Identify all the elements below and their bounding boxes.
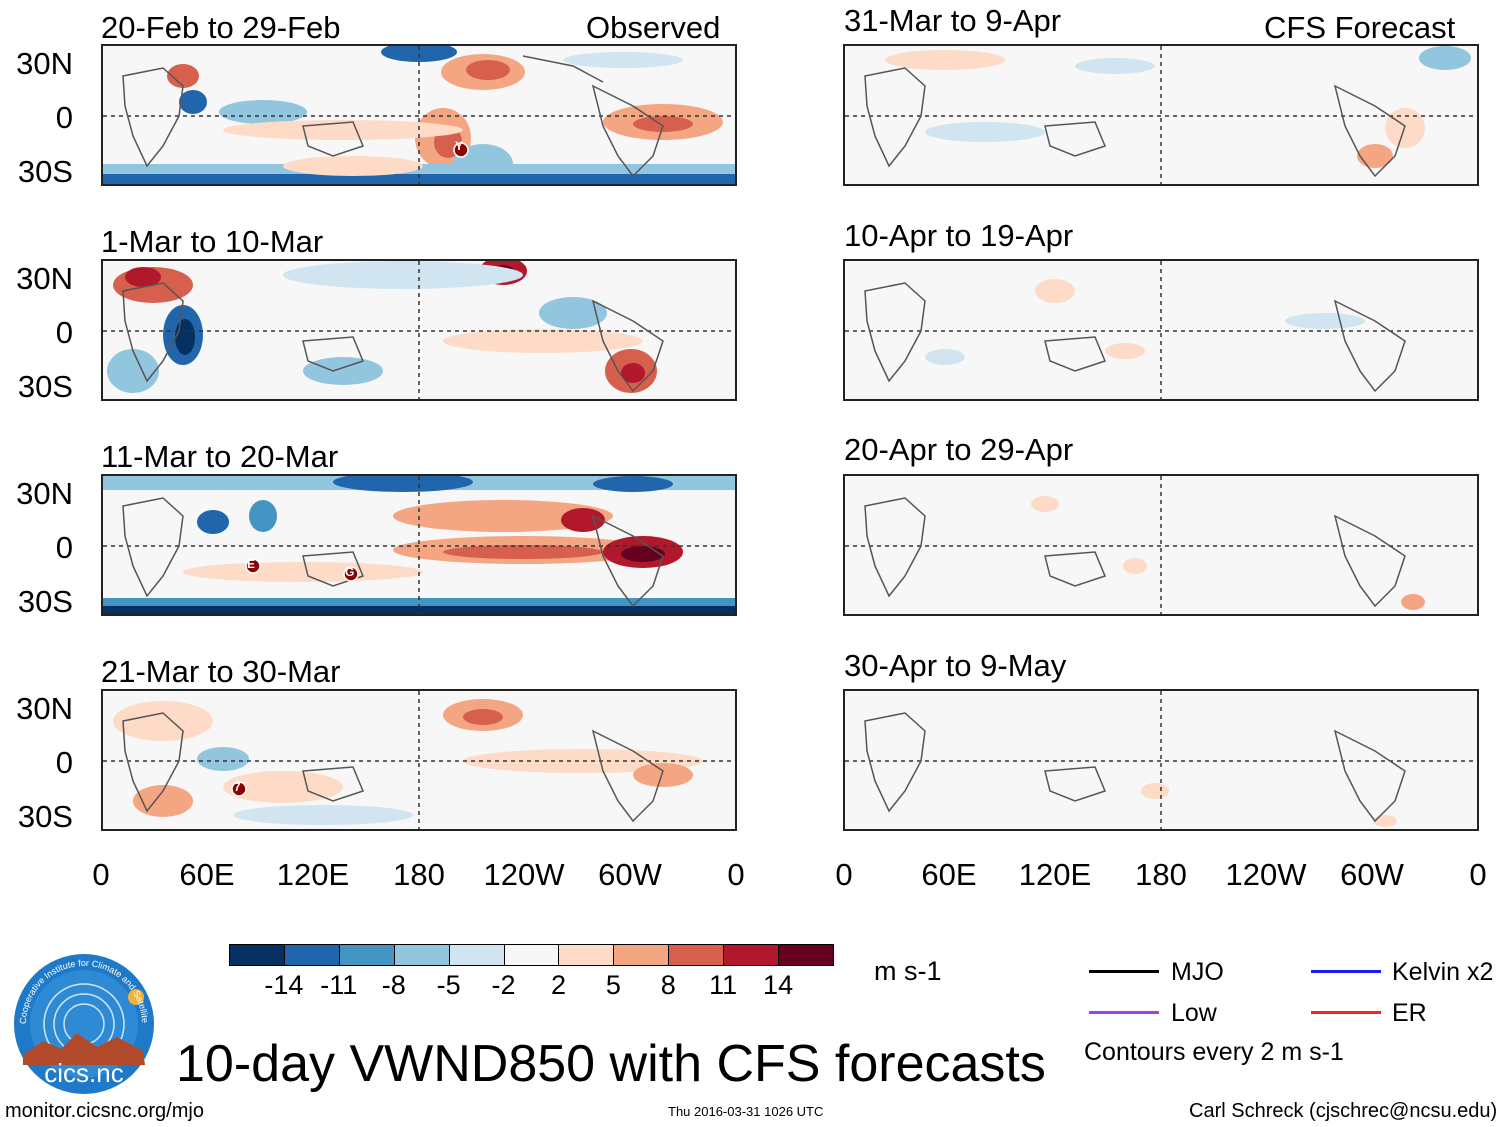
colorbar-tick-label: -14 bbox=[264, 970, 304, 1000]
colorbar-tick-label: -11 bbox=[320, 970, 358, 1000]
footer-timestamp: Thu 2016-03-31 1026 UTC bbox=[668, 1104, 824, 1119]
contour-note: Contours every 2 m s-1 bbox=[1084, 1038, 1344, 1066]
lat-label-30s: 30S bbox=[17, 799, 73, 834]
logo-text: cics.nc bbox=[44, 1058, 123, 1088]
forecast-map-2 bbox=[843, 259, 1479, 401]
lon-label-60e: 60E bbox=[921, 857, 977, 892]
colorbar-swatch bbox=[448, 944, 505, 966]
lon-label-180: 180 bbox=[393, 857, 445, 892]
observed-column-label: Observed bbox=[586, 10, 721, 45]
lat-label-30n: 30N bbox=[16, 46, 73, 81]
forecast-panel-1-title: 31-Mar to 9-Apr bbox=[844, 3, 1062, 38]
observed-map-1 bbox=[101, 44, 737, 186]
main-title: 10-day VWND850 with CFS forecasts bbox=[176, 1035, 1046, 1093]
lon-label-60w: 60W bbox=[1340, 857, 1404, 892]
forecast-panel-3-title: 20-Apr to 29-Apr bbox=[844, 432, 1074, 467]
forecast-map-1 bbox=[843, 44, 1479, 186]
legend-kelvin-label: Kelvin x2 bbox=[1392, 958, 1494, 986]
colorbar-tick-label: 5 bbox=[605, 970, 621, 1000]
legend-low-label: Low bbox=[1171, 999, 1217, 1027]
lat-label-eq: 0 bbox=[55, 100, 73, 135]
footer-author: Carl Schreck (cjschrec@ncsu.edu) bbox=[1189, 1100, 1498, 1122]
lat-label-eq: 0 bbox=[55, 315, 73, 350]
colorbar-tick-label: -5 bbox=[436, 970, 461, 1000]
forecast-map-4 bbox=[843, 689, 1479, 831]
colorbar-tick-label: -8 bbox=[381, 970, 406, 1000]
observed-map-3 bbox=[101, 474, 737, 616]
colorbar-swatch bbox=[778, 944, 834, 966]
legend-er-line bbox=[1311, 1011, 1381, 1014]
legend-er-label: ER bbox=[1392, 999, 1427, 1027]
forecast-panel-4-title: 30-Apr to 9-May bbox=[844, 648, 1067, 683]
colorbar-tick-label: -2 bbox=[491, 970, 516, 1000]
lat-label-30s: 30S bbox=[17, 154, 73, 189]
colorbar-tick-label: 14 bbox=[763, 970, 794, 1000]
colorbar-swatch bbox=[668, 944, 725, 966]
forecast-column-label: CFS Forecast bbox=[1264, 10, 1456, 45]
forecast-panel-2-title: 10-Apr to 19-Apr bbox=[844, 218, 1074, 253]
lon-label-120e: 120E bbox=[276, 857, 350, 892]
colorbar-tick-label: 2 bbox=[550, 970, 566, 1000]
colorbar-swatch bbox=[558, 944, 615, 966]
lon-label-0: 0 bbox=[835, 857, 853, 892]
observed-map-4 bbox=[101, 689, 737, 831]
lon-label-120w: 120W bbox=[1225, 857, 1307, 892]
lat-label-eq: 0 bbox=[55, 745, 73, 780]
colorbar-tick-label: 11 bbox=[709, 970, 738, 1000]
observed-panel-1-title: 20-Feb to 29-Feb bbox=[101, 10, 341, 45]
colorbar-swatch bbox=[338, 944, 395, 966]
lon-label-0-end: 0 bbox=[727, 857, 745, 892]
observed-panel-2-title: 1-Mar to 10-Mar bbox=[101, 224, 324, 259]
lon-label-0-end: 0 bbox=[1469, 857, 1487, 892]
colorbar-swatch bbox=[503, 944, 560, 966]
lon-label-0: 0 bbox=[92, 857, 110, 892]
legend-mjo-line bbox=[1089, 970, 1159, 973]
lon-label-180: 180 bbox=[1135, 857, 1187, 892]
legend-low-line bbox=[1089, 1011, 1159, 1014]
colorbar-tick-label: 8 bbox=[660, 970, 676, 1000]
lat-label-30n: 30N bbox=[16, 691, 73, 726]
lat-label-30n: 30N bbox=[16, 261, 73, 296]
lon-label-120w: 120W bbox=[483, 857, 565, 892]
observed-panel-3-marker-e: E bbox=[247, 557, 256, 571]
forecast-map-3 bbox=[843, 474, 1479, 616]
observed-panel-4-title: 21-Mar to 30-Mar bbox=[101, 654, 341, 689]
legend-mjo-label: MJO bbox=[1171, 958, 1224, 986]
lat-label-30s: 30S bbox=[17, 584, 73, 619]
colorbar-swatch bbox=[393, 944, 450, 966]
colorbar-units: m s-1 bbox=[874, 956, 942, 986]
observed-map-2 bbox=[101, 259, 737, 401]
lon-label-120e: 120E bbox=[1018, 857, 1092, 892]
lat-label-eq: 0 bbox=[55, 530, 73, 565]
colorbar-swatch bbox=[283, 944, 340, 966]
colorbar-swatch bbox=[613, 944, 670, 966]
legend-kelvin-line bbox=[1311, 970, 1381, 973]
observed-panel-3-title: 11-Mar to 20-Mar bbox=[101, 439, 339, 474]
lat-label-30n: 30N bbox=[16, 476, 73, 511]
lon-label-60e: 60E bbox=[179, 857, 235, 892]
observed-panel-4-marker: 7 bbox=[234, 780, 241, 794]
lat-label-30s: 30S bbox=[17, 369, 73, 404]
lon-label-60w: 60W bbox=[598, 857, 662, 892]
footer-url[interactable]: monitor.cicsnc.org/mjo bbox=[5, 1100, 204, 1122]
observed-panel-3-marker-g: G bbox=[345, 565, 355, 579]
cics-logo: Cooperative Institute for Climate and Sa… bbox=[11, 945, 155, 1095]
observed-panel-1-marker: Y bbox=[455, 139, 464, 153]
colorbar-swatch bbox=[723, 944, 780, 966]
colorbar-swatch bbox=[229, 944, 285, 966]
